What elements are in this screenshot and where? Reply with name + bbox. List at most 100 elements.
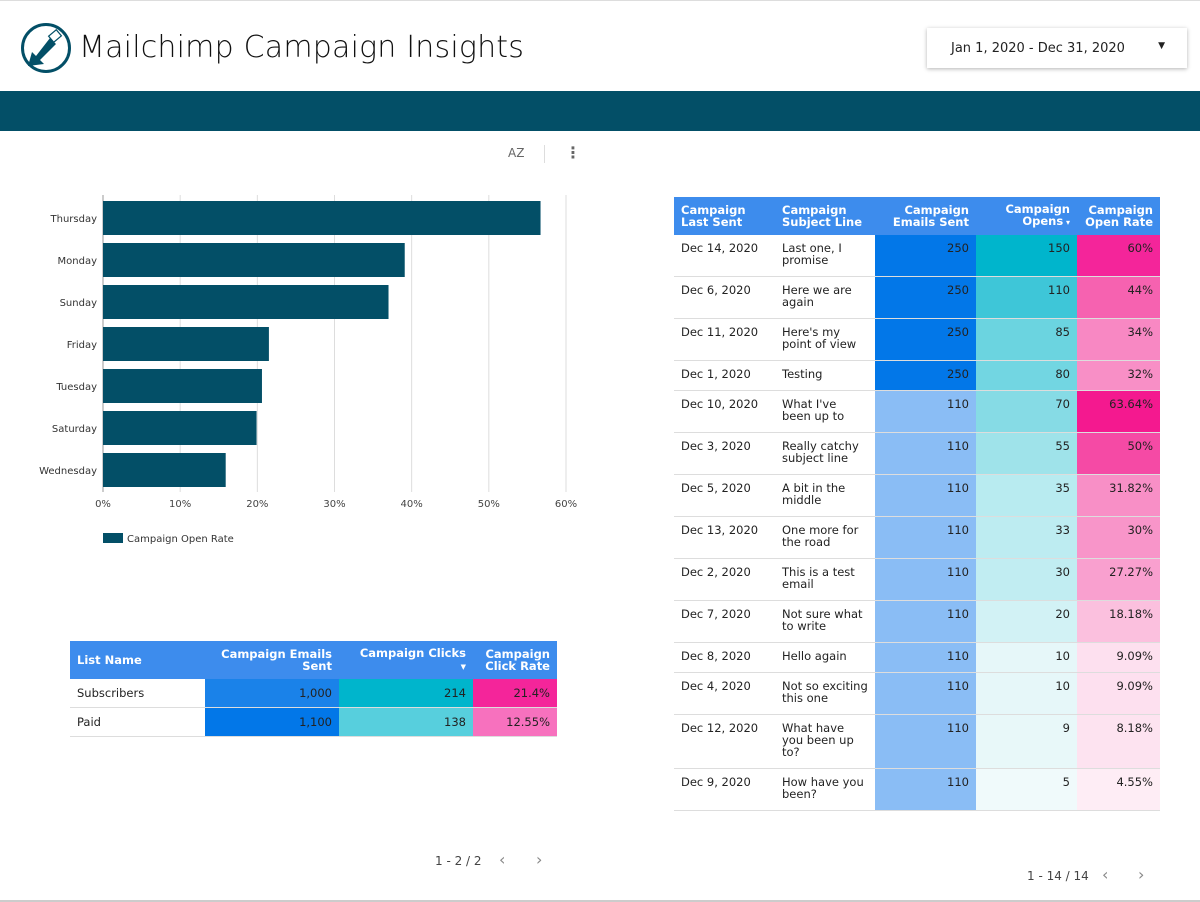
table-cell: 110 — [875, 600, 976, 643]
table-cell: 8.18% — [1077, 714, 1160, 769]
date-range-picker[interactable]: Jan 1, 2020 - Dec 31, 2020 ▼ — [927, 28, 1187, 68]
bar-saturday — [103, 411, 257, 445]
table-cell: 5 — [976, 768, 1077, 811]
table-cell: Dec 7, 2020 — [674, 600, 775, 643]
table-row[interactable]: Dec 11, 2020 Here's my point of view 250 85… — [674, 318, 1160, 361]
table-cell: How have you been? — [775, 768, 875, 811]
table-cell: Really catchy subject line — [775, 432, 875, 475]
table-cell: 27.27% — [1077, 558, 1160, 601]
table-cell: 110 — [875, 714, 976, 769]
table-row[interactable]: Dec 4, 2020 Not so exciting this one 110 10… — [674, 672, 1160, 715]
table-row[interactable]: Dec 13, 2020 One more for the road 110 33 30… — [674, 516, 1160, 559]
table-cell: Paid — [70, 707, 205, 737]
bar-friday — [103, 327, 269, 361]
table-cell: 34% — [1077, 318, 1160, 361]
table-row[interactable]: Dec 14, 2020 Last one, I promise 250 150 60% — [674, 235, 1160, 277]
bottom-border — [0, 900, 1200, 902]
bar-thursday — [103, 201, 541, 235]
table-cell: 110 — [875, 390, 976, 433]
table-row[interactable]: Dec 3, 2020 Really catchy subject line 110… — [674, 432, 1160, 475]
table-cell: 1,100 — [205, 707, 339, 737]
table-cell: Dec 12, 2020 — [674, 714, 775, 769]
legend-swatch — [103, 533, 123, 543]
table-cell: 250 — [875, 235, 976, 277]
table-cell: 12.55% — [473, 707, 557, 737]
y-tick-label: Saturday — [52, 424, 97, 435]
table-row[interactable]: Dec 6, 2020 Here we are again 250 110 44% — [674, 276, 1160, 319]
table-cell: 110 — [875, 474, 976, 517]
table-row[interactable]: Dec 10, 2020 What I've been up to 110 70 63.… — [674, 390, 1160, 433]
table-row[interactable]: Dec 1, 2020 Testing 250 80 32% — [674, 360, 1160, 391]
table-row[interactable]: Dec 12, 2020 What have you been up to? 110… — [674, 714, 1160, 769]
table-row[interactable]: Paid 1,100 138 12.55% — [70, 707, 557, 737]
next-page-icon[interactable]: › — [536, 850, 543, 869]
table-cell: 55 — [976, 432, 1077, 475]
table-cell: Dec 9, 2020 — [674, 768, 775, 811]
column-header-emails-sent[interactable]: Campaign Emails Sent — [205, 641, 339, 679]
more-options-icon[interactable]: ⋮ — [565, 143, 581, 162]
x-tick-label: 40% — [401, 499, 423, 510]
header-label: Campaign Clicks — [359, 646, 466, 660]
table-cell: 10 — [976, 672, 1077, 715]
table-row[interactable]: Dec 8, 2020 Hello again 110 10 9.09% — [674, 642, 1160, 673]
prev-page-icon[interactable]: ‹ — [499, 850, 506, 869]
table-cell: 60% — [1077, 235, 1160, 277]
table-cell: 9.09% — [1077, 672, 1160, 715]
table-cell: Dec 3, 2020 — [674, 432, 775, 475]
campaign-table-pager: 1 - 14 / 14 — [1027, 869, 1089, 883]
prev-page-icon[interactable]: ‹ — [1102, 865, 1109, 884]
table-cell: 32% — [1077, 360, 1160, 391]
x-tick-label: 20% — [246, 499, 268, 510]
table-cell: 110 — [875, 432, 976, 475]
table-row[interactable]: Subscribers 1,000 214 21.4% — [70, 679, 557, 708]
table-cell: Not so exciting this one — [775, 672, 875, 715]
table-cell: 33 — [976, 516, 1077, 559]
table-cell: Dec 14, 2020 — [674, 235, 775, 277]
table-row[interactable]: Dec 7, 2020 Not sure what to write 110 20 18… — [674, 600, 1160, 643]
table-row[interactable]: Dec 5, 2020 A bit in the middle 110 35 31.82… — [674, 474, 1160, 517]
table-cell: Dec 5, 2020 — [674, 474, 775, 517]
y-tick-label: Monday — [58, 256, 98, 267]
column-header-list-name[interactable]: List Name — [70, 641, 205, 679]
table-cell: Subscribers — [70, 679, 205, 708]
y-tick-label: Sunday — [60, 298, 97, 309]
x-tick-label: 30% — [323, 499, 345, 510]
sort-desc-icon: ▾ — [1063, 218, 1070, 227]
column-header-last-sent[interactable]: Campaign Last Sent — [674, 197, 775, 235]
table-cell: 110 — [875, 642, 976, 673]
column-header-opens[interactable]: Campaign Opens ▾ — [976, 197, 1077, 235]
table-cell: Last one, I promise — [775, 235, 875, 277]
column-header-click-rate[interactable]: Campaign Click Rate — [473, 641, 557, 679]
table-cell: Dec 2, 2020 — [674, 558, 775, 601]
sort-az-icon[interactable]: AZ — [508, 146, 525, 160]
page-title: Mailchimp Campaign Insights — [79, 30, 525, 65]
next-page-icon[interactable]: › — [1138, 865, 1145, 884]
table-cell: Dec 1, 2020 — [674, 360, 775, 391]
y-tick-label: Wednesday — [39, 466, 97, 477]
table-cell: 110 — [875, 516, 976, 559]
column-header-open-rate[interactable]: Campaign Open Rate — [1077, 197, 1160, 235]
legend-label: Campaign Open Rate — [127, 534, 234, 545]
table-cell: 30 — [976, 558, 1077, 601]
table-cell: 35 — [976, 474, 1077, 517]
table-row[interactable]: Dec 9, 2020 How have you been? 110 5 4.55% — [674, 768, 1160, 811]
x-tick-label: 60% — [555, 499, 577, 510]
table-cell: Dec 8, 2020 — [674, 642, 775, 673]
y-tick-label: Friday — [67, 340, 97, 351]
bar-monday — [103, 243, 405, 277]
campaign-table: Campaign Last Sent Campaign Subject Line… — [674, 197, 1160, 811]
table-cell: Hello again — [775, 642, 875, 673]
column-header-subject-line[interactable]: Campaign Subject Line — [775, 197, 875, 235]
table-cell: Dec 6, 2020 — [674, 276, 775, 319]
table-cell: 63.64% — [1077, 390, 1160, 433]
table-row[interactable]: Dec 2, 2020 This is a test email 110 30 27.2… — [674, 558, 1160, 601]
column-header-emails-sent[interactable]: Campaign Emails Sent — [875, 197, 976, 235]
table-cell: 110 — [875, 768, 976, 811]
dropdown-caret-icon: ▼ — [1158, 41, 1165, 51]
table-cell: 20 — [976, 600, 1077, 643]
open-rate-by-day-chart: 0% 10% 20% 30% 40% 50% 60% Thursday Monday Sunday… — [39, 195, 577, 545]
column-header-clicks[interactable]: Campaign Clicks ▼ — [339, 641, 473, 679]
table-cell: 110 — [875, 558, 976, 601]
table-cell: 110 — [976, 276, 1077, 319]
table-cell: 214 — [339, 679, 473, 708]
